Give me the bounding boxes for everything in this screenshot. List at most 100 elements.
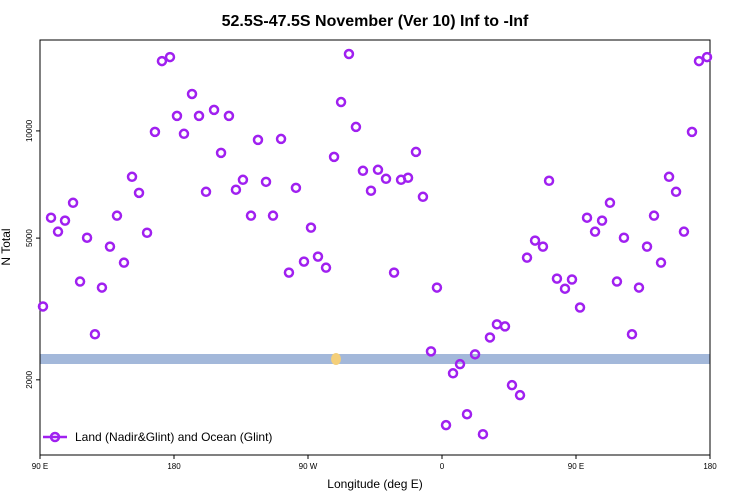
point xyxy=(118,257,130,268)
point xyxy=(45,212,57,223)
point xyxy=(126,171,138,183)
point xyxy=(104,241,116,252)
legend-marker xyxy=(49,431,61,443)
point xyxy=(514,389,526,401)
point xyxy=(574,302,586,313)
point xyxy=(252,134,264,146)
point xyxy=(506,379,518,391)
x-axis-label: Longitude (deg E) xyxy=(327,477,422,491)
point xyxy=(171,110,183,122)
point xyxy=(260,176,272,188)
point xyxy=(357,165,369,177)
y-tick-label: 10000 xyxy=(25,119,34,142)
point xyxy=(283,267,295,278)
point xyxy=(566,274,578,285)
point xyxy=(581,212,593,223)
point xyxy=(537,241,549,252)
point xyxy=(312,251,324,262)
point xyxy=(223,110,235,122)
point xyxy=(141,227,153,239)
point xyxy=(491,319,503,330)
point xyxy=(89,329,101,340)
point xyxy=(529,235,541,246)
point xyxy=(641,241,653,252)
point xyxy=(663,171,675,183)
point xyxy=(402,172,414,184)
point xyxy=(551,273,563,284)
point xyxy=(559,283,571,294)
point xyxy=(267,210,279,221)
point xyxy=(543,175,555,187)
point xyxy=(208,104,220,116)
legend-label: Land (Nadir&Glint) and Ocean (Glint) xyxy=(75,430,272,444)
x-tick-label: 90 W xyxy=(299,462,318,471)
point xyxy=(200,186,212,198)
y-tick-label: 5000 xyxy=(25,229,34,247)
x-tick-label: 180 xyxy=(167,462,181,471)
point xyxy=(164,51,176,63)
point xyxy=(111,210,123,221)
point xyxy=(693,55,705,67)
x-tick-label: 90 E xyxy=(568,462,584,471)
plot-frame xyxy=(39,39,711,456)
point xyxy=(521,252,533,263)
point xyxy=(365,185,377,196)
point xyxy=(230,184,242,195)
point xyxy=(290,182,302,194)
x-tick-label: 0 xyxy=(440,462,445,471)
point xyxy=(96,282,108,293)
point xyxy=(670,186,682,198)
point xyxy=(701,51,713,63)
x-tick-label: 180 xyxy=(703,462,717,471)
point xyxy=(275,133,287,145)
point xyxy=(417,191,429,203)
point xyxy=(618,232,630,243)
point xyxy=(611,276,623,287)
point xyxy=(328,151,340,163)
point xyxy=(447,368,459,379)
land-ocean-strip xyxy=(40,354,710,364)
point xyxy=(425,346,437,357)
point xyxy=(37,301,49,312)
point xyxy=(499,321,511,332)
point xyxy=(149,126,161,138)
point xyxy=(469,349,481,360)
point xyxy=(74,276,86,287)
point xyxy=(596,215,608,226)
point xyxy=(52,226,64,237)
point xyxy=(67,197,79,209)
point xyxy=(440,419,452,431)
point xyxy=(454,358,466,370)
point xyxy=(388,267,400,278)
point xyxy=(343,48,355,60)
point xyxy=(655,257,667,268)
point xyxy=(461,408,473,420)
point xyxy=(133,187,145,199)
point xyxy=(484,332,496,343)
point xyxy=(648,210,660,221)
point xyxy=(215,147,227,159)
point xyxy=(335,96,347,108)
point xyxy=(193,110,205,122)
point xyxy=(633,282,645,293)
point xyxy=(372,164,384,176)
point xyxy=(678,226,690,237)
point xyxy=(604,197,616,209)
point xyxy=(380,173,392,185)
point xyxy=(589,226,601,237)
point xyxy=(81,232,93,243)
point xyxy=(59,215,71,226)
point xyxy=(477,428,489,440)
y-axis-label: N Total xyxy=(0,228,13,265)
point xyxy=(320,262,332,273)
point xyxy=(431,282,443,293)
point xyxy=(305,222,317,233)
point xyxy=(156,55,168,67)
point xyxy=(245,210,257,221)
point xyxy=(350,121,362,133)
point xyxy=(410,146,422,158)
point xyxy=(178,128,190,140)
chart-title: 52.5S-47.5S November (Ver 10) Inf to -In… xyxy=(222,13,529,30)
point xyxy=(186,88,198,100)
